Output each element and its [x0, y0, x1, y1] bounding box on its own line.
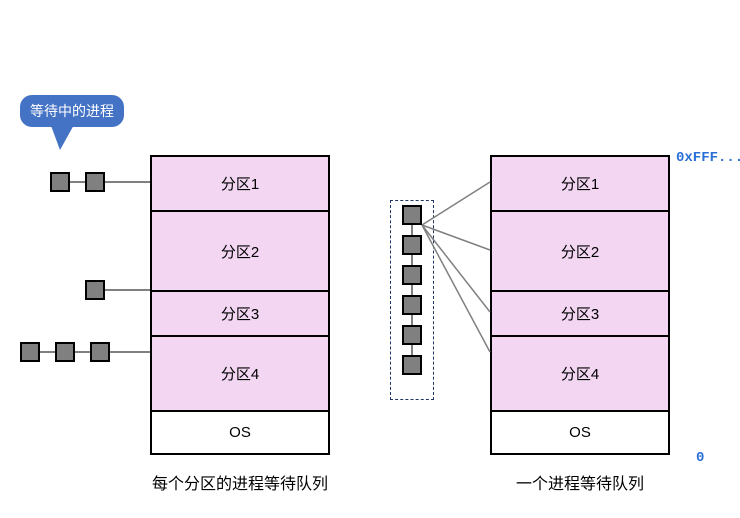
process-box — [402, 205, 422, 225]
os-cell: OS — [150, 410, 330, 455]
process-box — [402, 295, 422, 315]
partition-cell: 分区2 — [150, 210, 330, 290]
partition-cell: 分区4 — [150, 335, 330, 410]
process-box — [50, 172, 70, 192]
process-box — [55, 342, 75, 362]
addr-low-label: 0 — [696, 450, 704, 466]
partition-cell: 分区1 — [150, 155, 330, 210]
process-box — [85, 280, 105, 300]
partition-cell: 分区1 — [490, 155, 670, 210]
waiting-process-callout: 等待中的进程 — [20, 95, 124, 127]
partition-cell: 分区2 — [490, 210, 670, 290]
callout-text: 等待中的进程 — [30, 103, 114, 119]
process-box — [402, 235, 422, 255]
os-cell: OS — [490, 410, 670, 455]
process-box — [402, 325, 422, 345]
process-box — [90, 342, 110, 362]
process-box — [402, 265, 422, 285]
left-memory-column: 分区1分区2分区3分区4OS — [150, 155, 330, 455]
left-caption: 每个分区的进程等待队列 — [120, 470, 360, 494]
right-caption: 一个进程等待队列 — [460, 470, 700, 494]
process-box — [402, 355, 422, 375]
addr-high-label: 0xFFF... — [676, 150, 740, 166]
right-memory-column: 分区1分区2分区3分区4OS — [490, 155, 670, 455]
process-box — [85, 172, 105, 192]
partition-cell: 分区3 — [150, 290, 330, 335]
diagram-stage: 分区1分区2分区3分区4OS 分区1分区2分区3分区4OS 等待中的进程 0xF… — [0, 0, 740, 518]
process-box — [20, 342, 40, 362]
partition-cell: 分区3 — [490, 290, 670, 335]
partition-cell: 分区4 — [490, 335, 670, 410]
